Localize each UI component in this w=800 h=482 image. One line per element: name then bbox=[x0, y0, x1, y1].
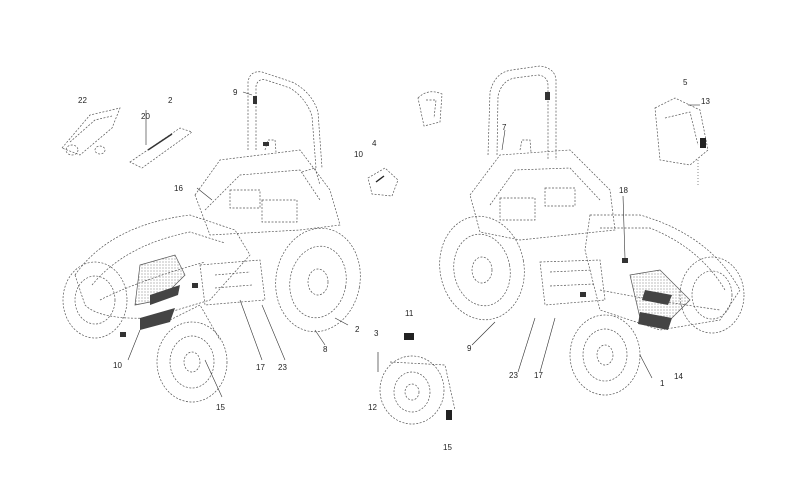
callout-20: 20 bbox=[141, 112, 150, 121]
callout-15: 15 bbox=[443, 443, 452, 452]
callout-3: 3 bbox=[374, 329, 379, 338]
leader-lines bbox=[127, 91, 700, 398]
callout-10: 10 bbox=[354, 150, 363, 159]
callout-9: 9 bbox=[467, 344, 472, 353]
callout-11: 11 bbox=[405, 309, 414, 318]
part-13 bbox=[654, 97, 709, 185]
right-tractor-accents bbox=[545, 92, 628, 297]
center-hood-part bbox=[417, 91, 443, 127]
callout-14: 14 bbox=[674, 372, 683, 381]
callout-23: 23 bbox=[509, 371, 518, 380]
callout-18: 18 bbox=[619, 186, 628, 195]
callout-17: 17 bbox=[256, 363, 265, 372]
callout-13: 13 bbox=[701, 97, 710, 106]
accessory-20 bbox=[129, 110, 193, 169]
part-4 bbox=[367, 167, 399, 197]
left-tractor-accents bbox=[120, 96, 269, 337]
callout-10: 10 bbox=[113, 361, 122, 370]
right-tractor bbox=[439, 65, 745, 396]
callout-12: 12 bbox=[368, 403, 377, 412]
decal-15 bbox=[446, 410, 452, 420]
callout-16: 16 bbox=[174, 184, 183, 193]
callout-labels: 22 2 20 9 16 10 4 10 15 17 23 8 2 3 11 1… bbox=[78, 78, 710, 452]
callout-5: 5 bbox=[683, 78, 688, 87]
callout-17: 17 bbox=[534, 371, 543, 380]
left-tractor bbox=[62, 71, 361, 403]
callout-7: 7 bbox=[502, 123, 507, 132]
callout-4: 4 bbox=[372, 139, 377, 148]
tire-12 bbox=[379, 355, 456, 425]
callout-22: 22 bbox=[78, 96, 87, 105]
callout-1: 1 bbox=[660, 379, 665, 388]
callout-2: 2 bbox=[355, 325, 360, 334]
callout-9: 9 bbox=[233, 88, 238, 97]
callout-15: 15 bbox=[216, 403, 225, 412]
callout-2: 2 bbox=[168, 96, 173, 105]
callout-23: 23 bbox=[278, 363, 287, 372]
callout-8: 8 bbox=[323, 345, 328, 354]
accessory-22 bbox=[61, 107, 121, 156]
decal-11 bbox=[404, 333, 414, 340]
